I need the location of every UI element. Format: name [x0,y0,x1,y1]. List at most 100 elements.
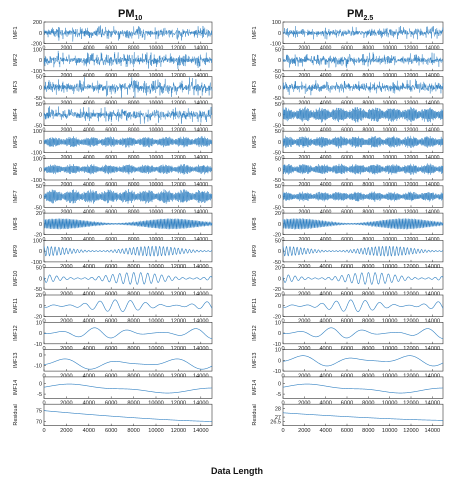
x-tick-label: 14000 [425,319,441,325]
y-tick-label: -5 [37,392,42,398]
x-tick-label: 2000 [60,401,72,407]
x-tick-label: 10000 [148,291,164,297]
y-tick-label: -50 [34,205,42,211]
x-tick-label: 4000 [83,46,95,52]
x-tick-label: 0 [43,237,46,243]
series-line [282,217,444,230]
x-tick-label: 14000 [193,291,209,297]
y-axis-label: IMF14 [252,380,258,396]
x-tick-label: 0 [282,128,285,134]
x-tick-label: 2000 [298,319,310,325]
x-tick-label: 4000 [320,100,332,106]
x-tick-label: 14000 [193,401,209,407]
x-tick-label: 4000 [320,128,332,134]
x-tick-label: 2000 [60,264,72,270]
y-tick-label: -50 [273,178,281,184]
x-tick-label: 12000 [171,155,186,161]
x-tick-label: 2000 [61,73,73,79]
y-tick-label: 50 [36,102,42,108]
y-tick-label: 20 [275,211,281,217]
x-tick-label: 4000 [319,373,331,379]
y-tick-label: 0 [278,85,281,91]
x-tick-label: 2000 [61,237,73,243]
series-line [43,383,212,394]
x-tick-label: 14000 [194,237,209,243]
series-line [282,191,444,202]
y-tick-label: 20 [275,293,281,299]
x-tick-label: 4000 [83,237,95,243]
x-tick-label: 4000 [319,428,331,434]
x-tick-label: 4000 [319,346,331,352]
x-tick-label: 0 [281,346,284,352]
x-tick-label: 14000 [193,319,209,325]
series-line [43,50,213,69]
y-axis-label: IMF2 [13,54,19,67]
x-tick-label: 12000 [404,128,419,134]
x-tick-label: 8000 [127,291,139,297]
x-tick-label: 10000 [148,373,164,379]
x-tick-label: 2000 [298,291,310,297]
y-tick-label: -100 [31,69,42,75]
x-tick-label: 4000 [83,373,95,379]
x-tick-label: 10000 [148,401,164,407]
x-tick-label: 12000 [171,237,186,243]
x-tick-label: 8000 [128,46,140,52]
y-axis-label: IMF10 [252,271,258,287]
x-tick-label: 12000 [171,73,186,79]
x-tick-label: 2000 [60,319,72,325]
x-tick-label: 2000 [61,100,73,106]
y-tick-label: 50 [275,184,281,190]
x-tick-label: 14000 [425,73,440,79]
y-tick-label: 0 [278,167,281,173]
x-tick-label: 6000 [341,73,353,79]
series-line [43,136,213,148]
x-tick-label: 14000 [193,373,209,379]
x-tick-label: 6000 [105,346,117,352]
x-tick-label: 14000 [425,373,441,379]
x-tick-label: 8000 [362,264,374,270]
series-line [44,327,212,339]
left-column-title: PM10 [118,8,143,23]
x-tick-label: 8000 [128,100,140,106]
x-tick-label: 2000 [298,401,310,407]
y-tick-label: 50 [36,266,42,272]
x-tick-label: 8000 [128,237,140,243]
y-tick-label: 200 [33,20,42,26]
x-tick-label: 2000 [299,128,311,134]
x-tick-label: 10000 [148,264,164,270]
series-line [43,410,212,422]
x-tick-label: 6000 [341,373,353,379]
x-tick-label: 6000 [341,237,353,243]
panel-frame [282,376,444,399]
x-tick-label: 4000 [319,319,331,325]
x-tick-label: 2000 [298,373,310,379]
x-tick-label: 4000 [83,291,95,297]
x-tick-label: 2000 [298,264,310,270]
y-tick-label: 0 [278,304,281,310]
x-tick-label: 12000 [171,100,186,106]
x-tick-label: 8000 [362,401,374,407]
x-tick-label: 0 [42,428,45,434]
series-line [43,358,213,370]
x-tick-label: 2000 [299,46,311,52]
x-tick-label: 2000 [60,291,72,297]
x-tick-label: 6000 [341,346,353,352]
y-tick-label: 0 [278,140,281,146]
x-tick-label: 12000 [404,182,419,188]
y-tick-label: 20 [36,211,42,217]
x-tick-label: 12000 [404,210,419,216]
y-axis-label: IMF12 [252,325,258,341]
y-tick-label: 0 [278,331,281,337]
x-tick-label: 8000 [363,237,375,243]
x-tick-label: 2000 [61,46,73,52]
x-tick-label: 10000 [149,182,164,188]
y-tick-label: 50 [275,238,281,244]
